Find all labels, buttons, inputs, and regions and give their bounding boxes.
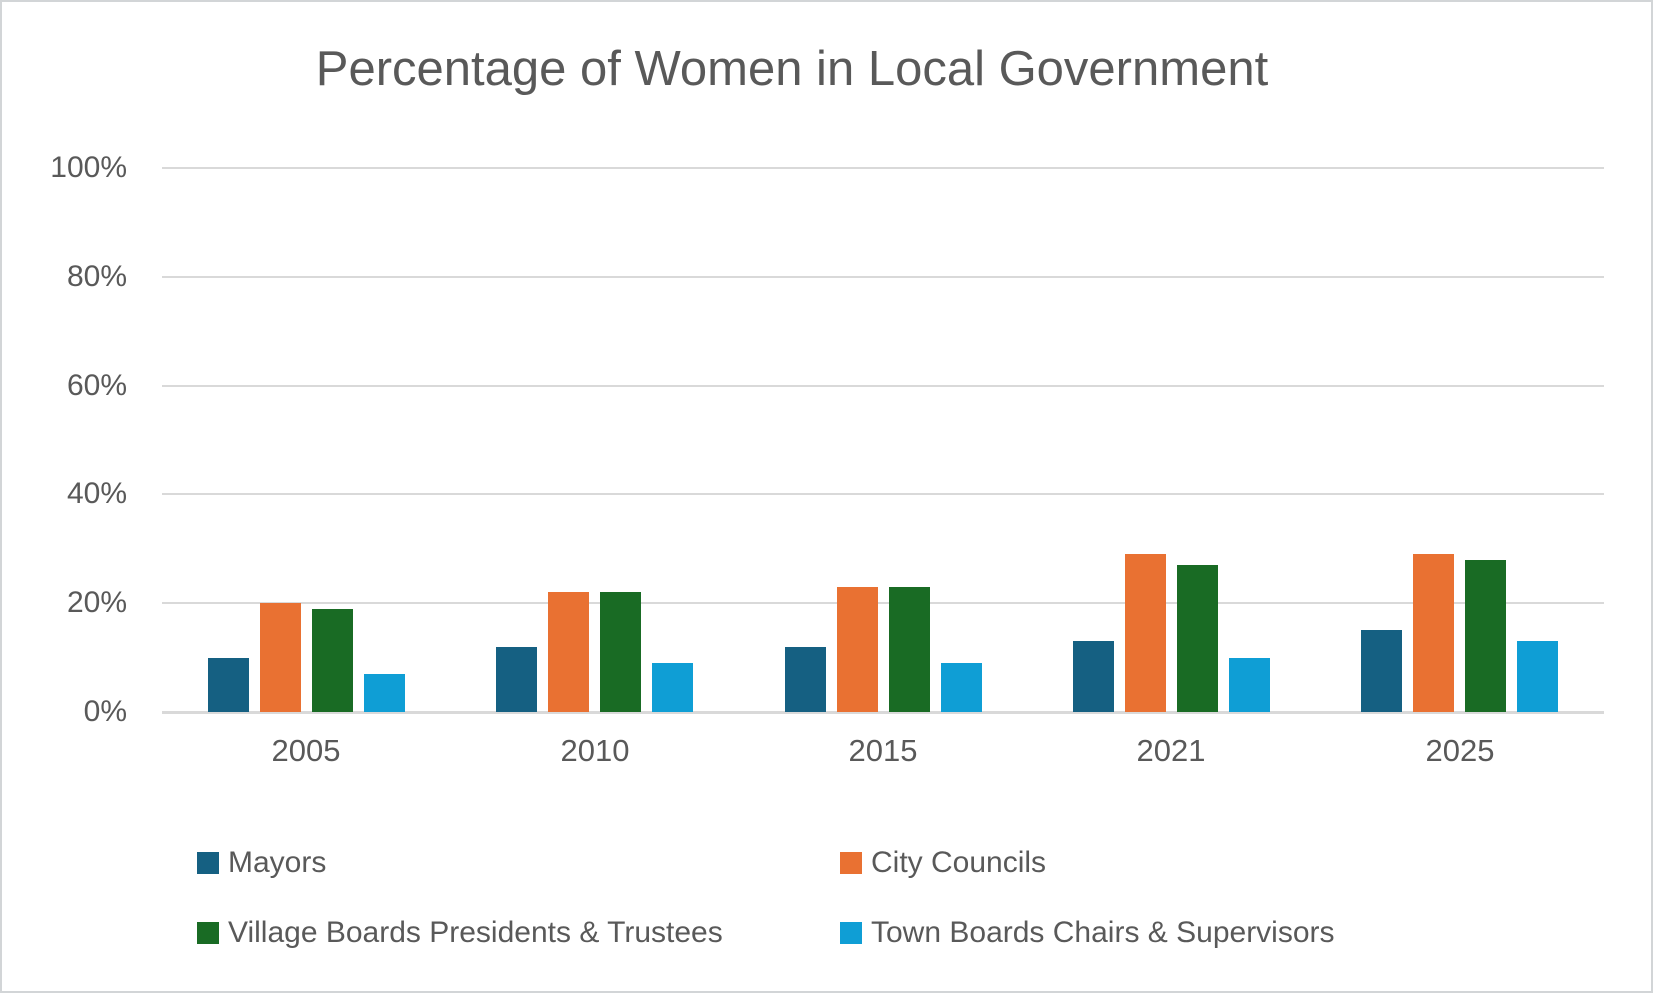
y-axis-tick-label: 20%	[66, 586, 127, 619]
legend-item: City Councils	[840, 845, 1046, 881]
gridline	[162, 711, 1604, 714]
bar	[600, 592, 641, 712]
bar	[1517, 641, 1558, 712]
y-axis-tick-label: 0%	[83, 695, 127, 728]
legend-label: Town Boards Chairs & Supervisors	[871, 916, 1335, 949]
legend-swatch-icon	[197, 922, 219, 944]
legend-label: Village Boards Presidents & Trustees	[228, 916, 723, 949]
bar	[260, 603, 301, 712]
bar	[1229, 658, 1270, 712]
bar	[785, 647, 826, 712]
legend-item: Town Boards Chairs & Supervisors	[840, 915, 1335, 951]
bar	[1413, 554, 1454, 712]
legend-swatch-icon	[840, 852, 862, 874]
bar	[889, 587, 930, 712]
bar	[548, 592, 589, 712]
bar	[1361, 630, 1402, 712]
legend-item: Village Boards Presidents & Trustees	[197, 915, 723, 951]
x-axis-tick-label: 2010	[560, 733, 630, 768]
bar	[1465, 560, 1506, 712]
chart-title: Percentage of Women in Local Government	[315, 42, 1269, 96]
bar	[837, 587, 878, 712]
bar	[1177, 565, 1218, 712]
bar	[1125, 554, 1166, 712]
y-axis-tick-label: 40%	[66, 477, 127, 510]
x-axis-tick-label: 2005	[271, 733, 341, 768]
bar	[1073, 641, 1114, 712]
x-axis-tick-label: 2021	[1136, 733, 1206, 768]
gridline	[162, 167, 1604, 169]
legend-label: Mayors	[228, 846, 327, 879]
plot-area	[162, 167, 1604, 714]
bar	[941, 663, 982, 712]
x-axis-tick-label: 2015	[848, 733, 918, 768]
legend-swatch-icon	[197, 852, 219, 874]
gridline	[162, 602, 1604, 604]
bar	[652, 663, 693, 712]
bar	[364, 674, 405, 712]
gridline	[162, 276, 1604, 278]
gridline	[162, 493, 1604, 495]
legend-item: Mayors	[197, 845, 326, 881]
bar	[496, 647, 537, 712]
bar	[312, 609, 353, 712]
legend-label: City Councils	[871, 846, 1047, 879]
y-axis-tick-label: 100%	[50, 151, 127, 184]
legend-swatch-icon	[840, 922, 862, 944]
y-axis-tick-label: 80%	[66, 260, 127, 293]
bar	[208, 658, 249, 712]
x-axis-tick-label: 2025	[1425, 733, 1495, 768]
gridline	[162, 385, 1604, 387]
y-axis-tick-label: 60%	[66, 369, 127, 402]
